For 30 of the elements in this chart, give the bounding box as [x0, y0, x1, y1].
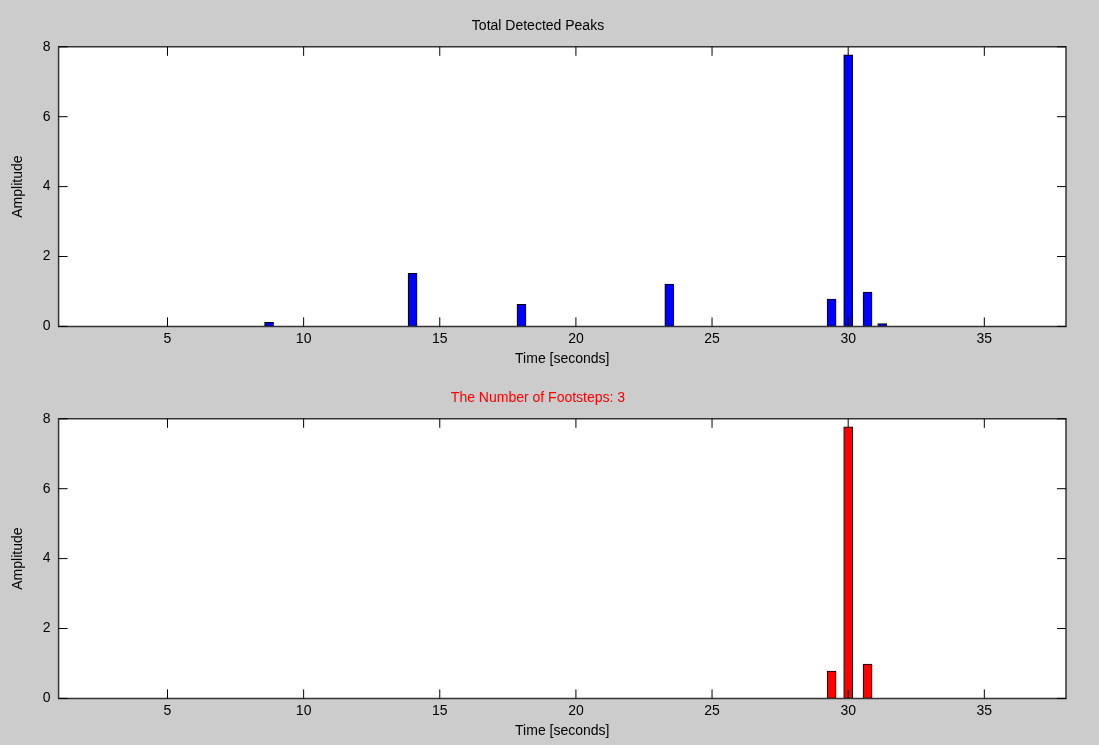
- x-tick-label: 5: [163, 329, 172, 346]
- x-axis-title: Time [seconds]: [515, 350, 610, 367]
- x-axis-title: Time [seconds]: [515, 722, 610, 739]
- x-tick-label: 20: [568, 701, 584, 718]
- y-tick-label: 6: [42, 479, 51, 496]
- x-tick-label: 30: [840, 329, 857, 346]
- x-tick-label: 15: [431, 329, 448, 346]
- chart-title: Total Detected Peaks: [471, 17, 605, 34]
- x-tick-label: 5: [163, 701, 172, 718]
- x-tick-label: 15: [431, 701, 448, 718]
- y-tick-label: 2: [42, 619, 51, 636]
- y-tick-label: 2: [42, 247, 51, 264]
- x-tick-label: 35: [976, 329, 993, 346]
- x-tick-label: 35: [976, 701, 993, 718]
- x-tick-label: 20: [568, 329, 584, 346]
- y-tick-label: 6: [42, 107, 51, 124]
- x-tick-label: 25: [704, 329, 721, 346]
- y-tick-label: 0: [42, 317, 51, 334]
- y-axis-title: Amplitude: [9, 155, 26, 218]
- y-tick-label: 0: [42, 689, 51, 706]
- chart-title: The Number of Footsteps: 3: [450, 389, 626, 406]
- x-tick-label: 10: [295, 329, 312, 346]
- x-tick-label: 30: [840, 701, 857, 718]
- x-tick-label: 25: [704, 701, 721, 718]
- y-tick-label: 4: [42, 177, 51, 194]
- y-tick-label: 4: [42, 549, 51, 566]
- x-tick-label: 10: [295, 701, 312, 718]
- y-tick-label: 8: [42, 37, 51, 54]
- y-tick-label: 8: [42, 409, 51, 426]
- y-axis-title: Amplitude: [9, 527, 26, 590]
